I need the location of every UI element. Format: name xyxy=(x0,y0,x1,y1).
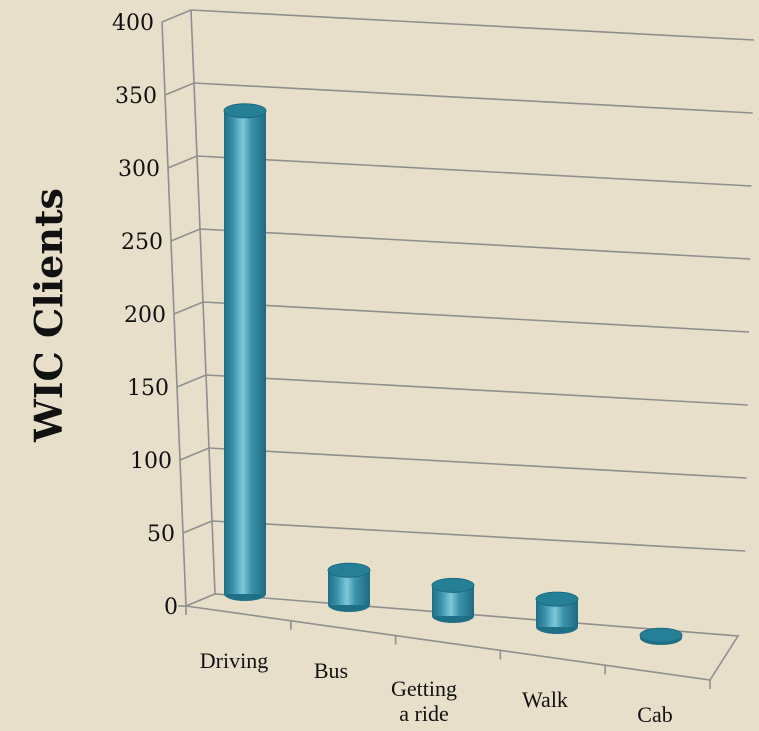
bar-top xyxy=(639,627,683,643)
bar xyxy=(327,562,371,612)
bar xyxy=(535,591,579,634)
bar-top xyxy=(327,562,371,578)
y-tick-label: 150 xyxy=(127,376,169,401)
y-tick-label: 250 xyxy=(121,230,163,255)
bar-top xyxy=(431,577,475,593)
y-tick-labels: 0 50 100 150 200 250 300 350 400 xyxy=(112,11,178,620)
y-tick-label: 400 xyxy=(112,11,154,36)
x-tick-label: Driving xyxy=(200,648,268,673)
y-tick-label: 350 xyxy=(115,84,157,109)
back-wall-edge xyxy=(190,9,216,595)
bar-body xyxy=(224,110,266,595)
x-tick-label: Bus xyxy=(314,658,348,683)
bar xyxy=(223,103,267,601)
bars xyxy=(223,103,683,645)
y-tick-label: 50 xyxy=(147,522,175,547)
bar-top xyxy=(223,103,267,119)
bar xyxy=(431,577,475,623)
y-tick-label: 0 xyxy=(164,595,178,620)
bar-top xyxy=(535,591,579,607)
floor-outline xyxy=(185,593,740,681)
gridline xyxy=(161,9,755,41)
x-tick-label: Walk xyxy=(522,687,568,712)
x-tick-labels: Driving Bus Getting a ride Walk Cab xyxy=(200,648,673,727)
y-axis-label: WIC Clients xyxy=(26,188,71,443)
x-tick-label: Cab xyxy=(637,702,672,727)
y-tick-label: 100 xyxy=(130,449,172,474)
gridline xyxy=(182,520,746,552)
axes xyxy=(161,9,740,689)
y-tick-label: 300 xyxy=(118,157,160,182)
x-tick-label: Getting a ride xyxy=(391,676,457,726)
y-tick-label: 200 xyxy=(124,303,166,328)
bar xyxy=(639,627,683,645)
y-axis-line xyxy=(161,21,187,607)
